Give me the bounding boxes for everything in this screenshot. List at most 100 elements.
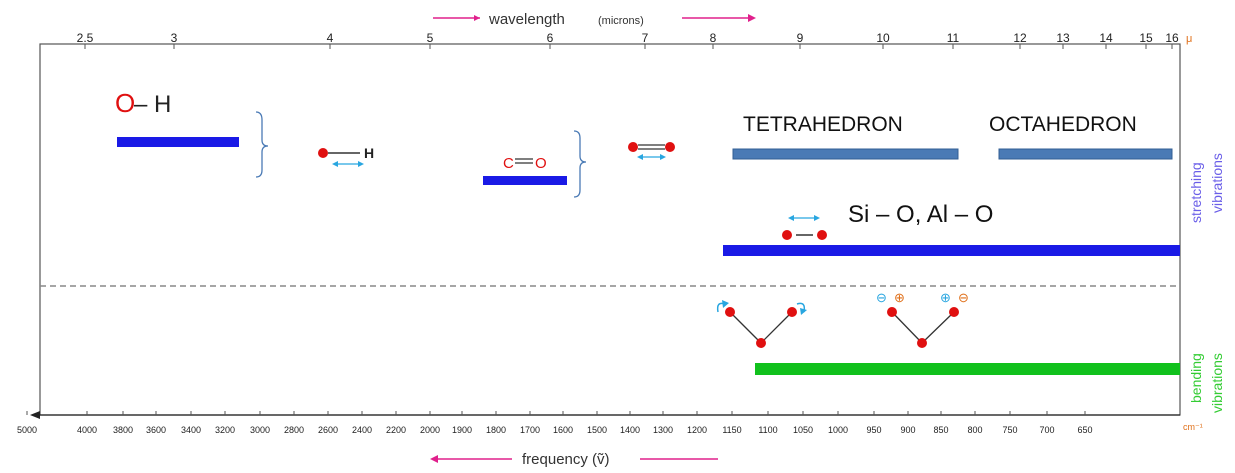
atom-red <box>817 230 827 240</box>
wavelength-axis-title: wavelength (microns) <box>433 11 756 28</box>
atom-red <box>949 307 959 317</box>
frequency-tick-label: 2000 <box>420 425 440 435</box>
frequency-unit: cm⁻¹ <box>1183 422 1203 432</box>
stretch-arrow-left <box>332 161 338 167</box>
octahedron-label: OCTAHEDRON <box>989 113 1137 136</box>
atom-red <box>782 230 792 240</box>
frequency-tick-label: 800 <box>967 425 982 435</box>
bending-label-2: vibrations <box>1209 353 1225 413</box>
h-atom-label: H <box>364 145 374 161</box>
frequency-tick-label: 1400 <box>620 425 640 435</box>
plus-sign-symbol: ⊕ <box>940 290 951 305</box>
bond-line <box>760 311 793 344</box>
wavelength-tick-label: 2.5 <box>77 31 94 45</box>
frequency-tick-label: 2600 <box>318 425 338 435</box>
frequency-title: frequency (ṽ) <box>522 451 610 468</box>
frequency-tick-label: 850 <box>933 425 948 435</box>
frequency-tick-label: 650 <box>1077 425 1092 435</box>
atom-red <box>725 307 735 317</box>
wavelength-tick-label: 11 <box>947 31 960 45</box>
frequency-tick-label: 3000 <box>250 425 270 435</box>
wavelength-tick-label: 9 <box>797 31 804 45</box>
frequency-tick-label: 1800 <box>486 425 506 435</box>
oh-label-o: O <box>115 88 135 118</box>
minus-sign-symbol: ⊖ <box>958 290 969 305</box>
wavelength-arrow-right-head <box>748 14 756 22</box>
atom-red <box>887 307 897 317</box>
wavelength-tick-label: 6 <box>547 31 554 45</box>
bottom-axis-arrowhead <box>30 411 40 419</box>
wavelength-tick-label: 5 <box>427 31 434 45</box>
frequency-tick-label: 750 <box>1002 425 1017 435</box>
cc-double-bond-molecule <box>628 142 675 160</box>
wavelength-tick-label: 12 <box>1013 31 1027 45</box>
wavelength-tick-labels: 2.5 3 4 5 6 7 8 9 10 11 12 13 14 15 16 <box>77 31 1179 49</box>
bending-molecule-rocking <box>716 300 807 348</box>
frequency-tick-label: 1150 <box>722 425 741 435</box>
minus-sign-symbol: ⊖ <box>876 290 887 305</box>
oh-bracket <box>255 111 269 178</box>
bending-molecule-twisting: ⊖ ⊕ ⊕ ⊖ <box>876 290 969 348</box>
frequency-axis-title: frequency (ṽ) <box>430 451 718 468</box>
bond-line <box>891 311 923 344</box>
wavelength-tick-label: 7 <box>642 31 649 45</box>
frequency-tick-labels: 5000 4000 3800 3600 3400 3200 3000 2800 2600 2400… <box>17 411 1093 435</box>
stretch-arrow-right <box>814 215 820 221</box>
wavelength-tick-label: 3 <box>171 31 178 45</box>
frequency-tick-label: 3400 <box>181 425 201 435</box>
bond-line <box>921 311 955 344</box>
frequency-tick-label: 1050 <box>793 425 813 435</box>
tetrahedron-label: TETRAHEDRON <box>743 113 903 136</box>
wavelength-tick-label: 14 <box>1099 31 1113 45</box>
frequency-arrow-left-head <box>430 455 438 463</box>
frequency-tick-label: 3800 <box>113 425 133 435</box>
wavelength-tick-label: 15 <box>1139 31 1153 45</box>
stretch-arrow-right <box>660 154 666 160</box>
frequency-tick-label: 1700 <box>520 425 540 435</box>
stretch-arrow-left <box>637 154 643 160</box>
frequency-tick-label: 3600 <box>146 425 166 435</box>
frequency-tick-label: 700 <box>1039 425 1054 435</box>
frequency-tick-label: 1600 <box>553 425 573 435</box>
plus-sign-symbol: ⊕ <box>894 290 905 305</box>
frequency-tick-label: 2200 <box>386 425 406 435</box>
frequency-tick-label: 1200 <box>687 425 707 435</box>
oh-stretch-bar <box>117 137 239 147</box>
frequency-tick-label: 2400 <box>352 425 372 435</box>
frequency-tick-label: 4000 <box>77 425 97 435</box>
wavelength-title-unit: (microns) <box>598 15 644 27</box>
atom-red <box>628 142 638 152</box>
atom-red <box>318 148 328 158</box>
rotation-arrowhead-left <box>722 300 729 308</box>
oh-label-h: – H <box>134 91 171 118</box>
frequency-tick-label: 1000 <box>828 425 848 435</box>
atom-red <box>665 142 675 152</box>
wavelength-title: wavelength <box>488 11 565 28</box>
stretch-arrow-left <box>788 215 794 221</box>
co-stretch-bar <box>483 176 567 185</box>
stretching-label-2: vibrations <box>1209 153 1225 213</box>
octahedron-bar <box>998 148 1173 160</box>
wavelength-arrow-left-head <box>474 15 480 21</box>
plot-frame <box>39 43 1181 416</box>
co-label-o: O <box>535 155 547 172</box>
atom-red <box>917 338 927 348</box>
atom-red <box>756 338 766 348</box>
frequency-tick-label: 1500 <box>587 425 607 435</box>
si-o-stretch-molecule <box>782 215 827 240</box>
h-stretch-molecule: H <box>318 145 374 167</box>
bond-line <box>729 311 762 344</box>
atom-red <box>787 307 797 317</box>
rotation-arrowhead-right <box>800 308 807 315</box>
bending-label-1: bending <box>1188 353 1204 403</box>
wavelength-tick-label: 10 <box>876 31 890 45</box>
stretch-arrow-right <box>358 161 364 167</box>
wavelength-unit: μ <box>1186 33 1192 45</box>
si-o-al-o-label: Si – O, Al – O <box>848 201 993 228</box>
stretching-label-1: stretching <box>1188 162 1204 223</box>
wavelength-tick-label: 4 <box>327 31 334 45</box>
wavelength-tick-label: 8 <box>710 31 717 45</box>
frequency-tick-label: 1100 <box>758 425 777 435</box>
